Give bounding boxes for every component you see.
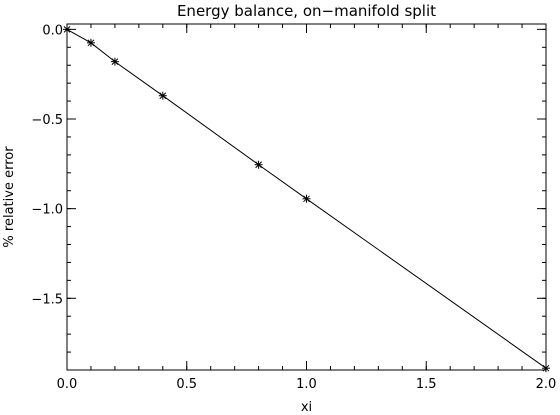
data-point-marker	[254, 160, 263, 169]
y-axis-label: % relative error	[2, 146, 17, 248]
data-series	[63, 25, 550, 373]
data-point-marker	[158, 91, 167, 100]
axis-ticks	[66, 24, 547, 371]
y-tick-label: 0.0	[42, 23, 63, 38]
marker-stroke	[303, 195, 310, 203]
marker-stroke	[111, 58, 119, 66]
data-point-marker	[542, 364, 550, 373]
data-point-marker	[86, 38, 95, 47]
x-tick-label: 0.0	[57, 377, 78, 392]
data-point-marker	[110, 57, 119, 66]
y-tick-label: −1.0	[31, 203, 63, 218]
data-point-marker	[302, 194, 311, 203]
y-tick-label: −1.5	[31, 292, 63, 307]
marker-stroke	[255, 161, 262, 169]
data-point-marker	[63, 25, 71, 34]
marker-stroke	[63, 26, 71, 33]
chart-title: Energy balance, on−manifold split	[177, 2, 436, 20]
tick-labels: 0.0 0.5 1.0 1.5 2.0 0.0 −0.5 −1.0 −1.5	[31, 23, 556, 392]
x-tick-label: 1.0	[296, 377, 317, 392]
x-tick-label: 0.5	[176, 377, 197, 392]
x-tick-label: 1.5	[416, 377, 437, 392]
marker-stroke	[87, 39, 95, 47]
marker-stroke	[542, 364, 550, 372]
marker-stroke	[159, 92, 167, 100]
y-tick-label: −0.5	[31, 113, 63, 128]
x-axis-label: xi	[301, 400, 312, 415]
x-tick-label: 2.0	[536, 377, 557, 392]
